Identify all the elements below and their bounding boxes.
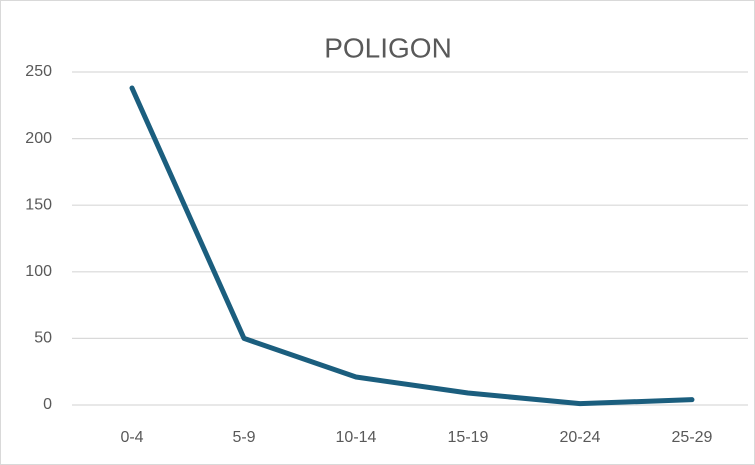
y-tick-label: 50 [34,330,52,347]
x-tick-label: 5-9 [232,429,255,446]
y-tick-label: 150 [25,196,52,213]
chart-title: POLIGON [324,32,452,63]
y-tick-label: 250 [25,63,52,80]
x-tick-label: 25-29 [672,429,713,446]
x-tick-label: 10-14 [336,429,377,446]
x-tick-label: 20-24 [560,429,601,446]
x-tick-label: 0-4 [120,429,143,446]
x-tick-label: 15-19 [448,429,489,446]
data-line [129,85,695,407]
y-tick-label: 0 [43,396,52,413]
y-tick-label: 100 [25,263,52,280]
y-tick-label: 200 [25,130,52,147]
